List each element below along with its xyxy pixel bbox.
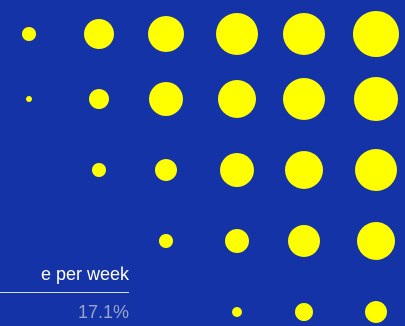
dot-r5-c5	[295, 303, 313, 321]
dot-r3-c5	[285, 151, 323, 189]
dot-r5-c6	[365, 301, 387, 323]
dot-r2-c6	[354, 77, 398, 121]
dot-r3-c4	[220, 153, 254, 187]
dot-r4-c6	[357, 222, 395, 260]
dot-r2-c3	[149, 82, 183, 116]
dot-r1-c2	[84, 19, 114, 49]
dot-r2-c4	[218, 80, 256, 118]
caption-divider	[0, 292, 129, 293]
dot-r1-c4	[216, 13, 258, 55]
dot-r2-c2	[89, 89, 109, 109]
dot-r4-c5	[288, 225, 320, 257]
metric-value: 17.1%	[77, 302, 129, 322]
dot-r3-c3	[155, 159, 177, 181]
metric-label: e per week	[40, 264, 129, 284]
dot-r1-c5	[283, 13, 325, 55]
metric-caption: e per week 17.1%	[0, 264, 129, 326]
dot-r2-c1	[26, 96, 32, 102]
dot-r4-c3	[159, 234, 173, 248]
dot-r3-c2	[92, 163, 106, 177]
dot-r2-c5	[283, 78, 325, 120]
dot-r3-c6	[355, 149, 397, 191]
dot-r1-c3	[148, 16, 184, 52]
dot-r4-c4	[225, 229, 249, 253]
dot-r1-c1	[22, 27, 36, 41]
dot-r5-c4	[232, 307, 242, 317]
dot-r1-c6	[353, 11, 399, 57]
